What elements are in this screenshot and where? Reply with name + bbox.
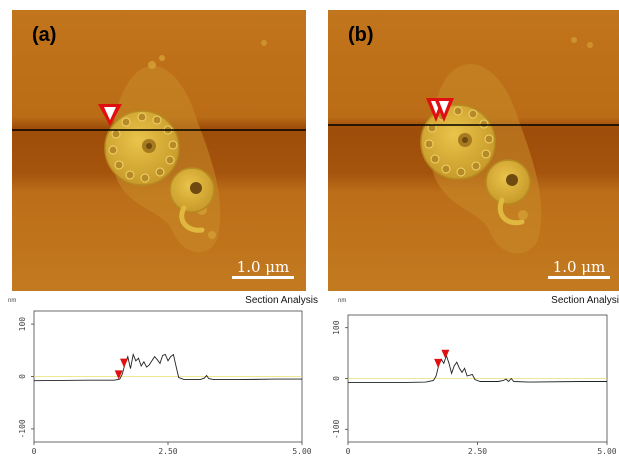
x-tick-label: 2.50: [158, 447, 177, 456]
cursor-marker-icon: [120, 358, 129, 368]
y-tick-label: 0: [18, 374, 27, 379]
scale-bar-label: 1.0 μm: [236, 258, 290, 276]
scale-bar: 1.0 μm: [548, 259, 610, 279]
x-tick-label: 0: [346, 447, 351, 456]
y-tick-label: 0: [332, 376, 341, 381]
section-title: Section Analysi: [551, 295, 619, 306]
x-tick-label: 2.50: [468, 447, 487, 456]
scale-bar-line: [548, 276, 610, 279]
height-profile-plot-b: 100 0 -100 0 2.50 5.00: [332, 314, 617, 456]
cursor-marker-icon: [441, 349, 450, 359]
y-unit-label: nm: [338, 298, 347, 304]
x-tick-label: 0: [32, 447, 37, 456]
y-tick-label: 100: [332, 320, 341, 335]
section-title: Section Analysis: [245, 295, 318, 306]
cursor-marker-icon: [434, 358, 443, 368]
panel-label: (a): [32, 24, 57, 46]
x-tick-label: 5.00: [597, 447, 616, 456]
panel-label: (b): [348, 24, 374, 46]
afm-image-b: (b) 1.0 μm: [328, 10, 619, 291]
y-tick-label: -100: [18, 419, 27, 438]
section-analysis-a: nm Section Analysis 100 0 -100 0 2.50 5.00: [0, 294, 318, 463]
y-unit-label: nm: [8, 298, 17, 304]
y-tick-label: 100: [18, 317, 27, 332]
x-tick-label: 5.00: [292, 447, 311, 456]
height-profile-plot-a: 100 0 -100 0 2.50 5.00: [18, 310, 312, 456]
section-analysis-b: nm Section Analysi 100 0 -100 0 2.50 5.00: [316, 294, 619, 463]
afm-height-map-b: [328, 10, 619, 291]
afm-image-a: (a) 1.0 μm: [12, 10, 306, 291]
cursor-marker-icon: [114, 370, 123, 380]
height-profile-line: [348, 354, 607, 384]
afm-height-map-a: [12, 10, 306, 291]
y-tick-label: -100: [332, 419, 341, 438]
scale-bar: 1.0 μm: [232, 259, 294, 279]
scale-bar-line: [232, 276, 294, 279]
scale-bar-label: 1.0 μm: [552, 258, 606, 276]
